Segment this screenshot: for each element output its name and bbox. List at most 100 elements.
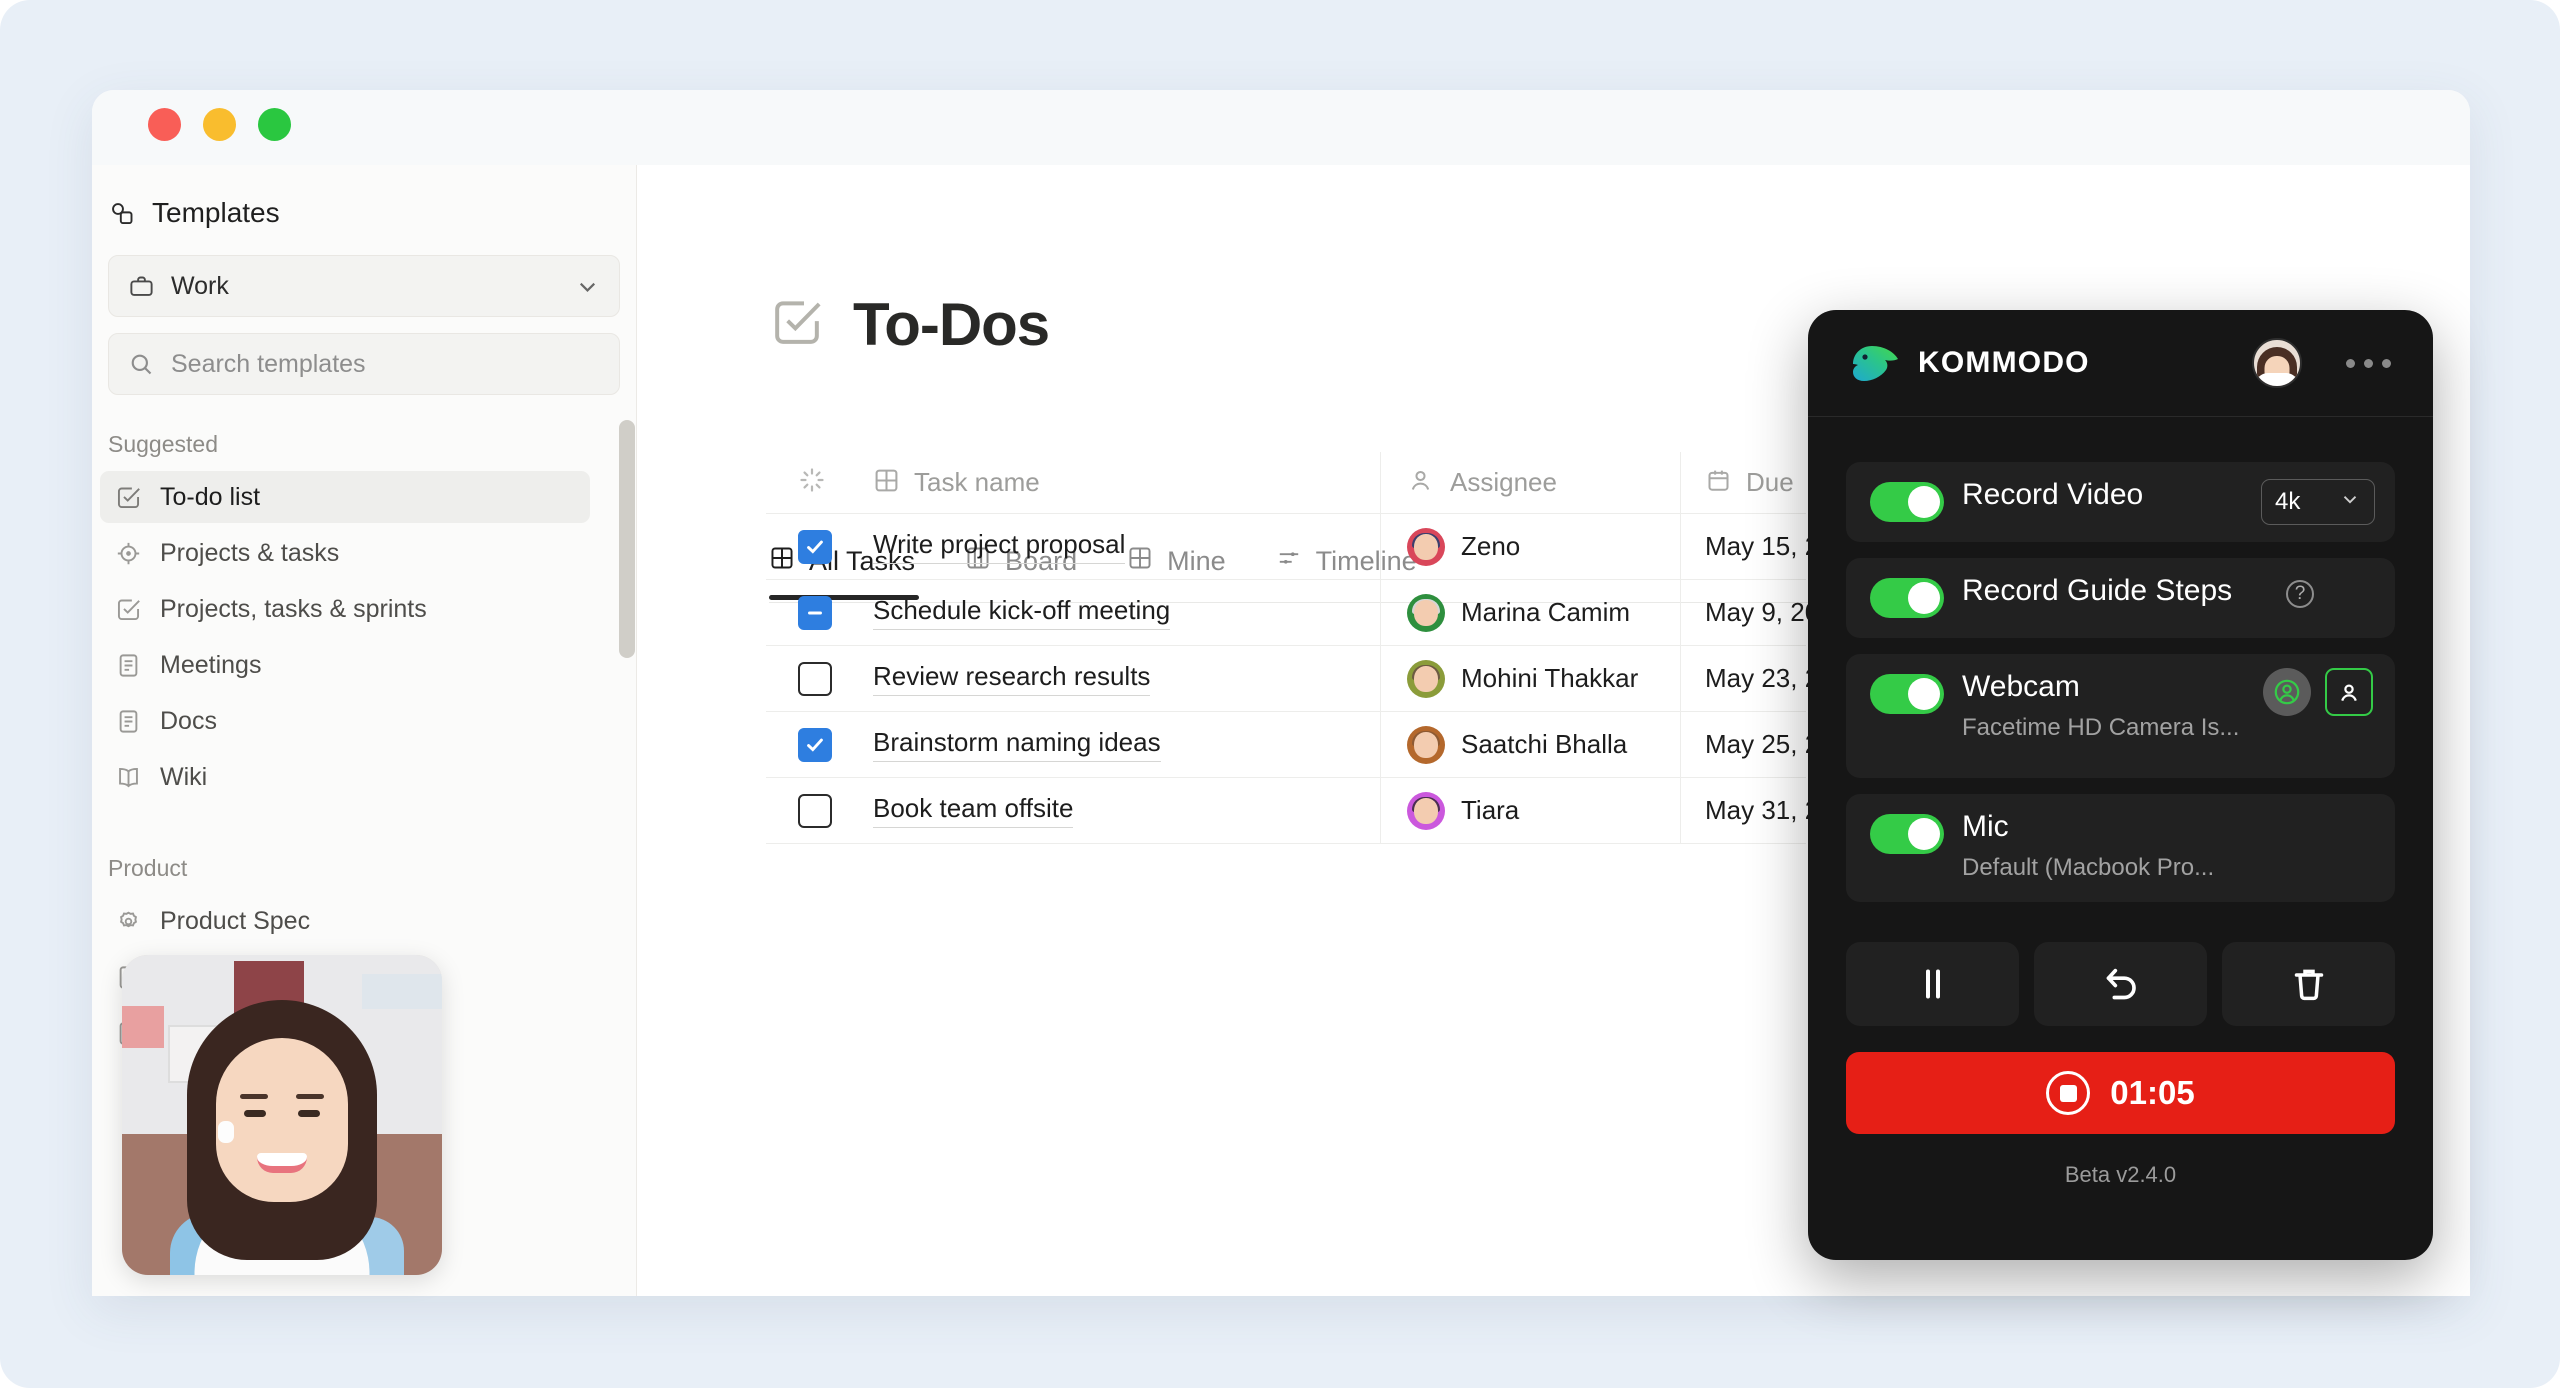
row-checkbox-cell[interactable] [766, 727, 863, 762]
sidebar-item-meetings[interactable]: Meetings [100, 639, 590, 691]
pause-button[interactable] [1846, 942, 2019, 1026]
row-checkbox-cell[interactable] [766, 661, 863, 696]
sidebar-title: Templates [108, 197, 280, 229]
sidebar-group-label-product: Product [108, 855, 188, 881]
chevron-down-icon[interactable] [573, 272, 601, 300]
person-circle-icon[interactable] [2263, 668, 2311, 716]
row-assignee-cell[interactable]: Tiara [1381, 778, 1681, 843]
row-checkbox-cell[interactable] [766, 793, 863, 828]
document-icon [114, 707, 142, 735]
row-assignee-cell[interactable]: Zeno [1381, 514, 1681, 579]
loading-spinner-icon [798, 466, 826, 499]
workspace-selector[interactable]: Work [108, 255, 620, 317]
header-label: Assignee [1450, 467, 1557, 497]
webcam-preview-bubble[interactable] [122, 955, 442, 1275]
avatar [1407, 659, 1445, 698]
search-input[interactable] [171, 349, 601, 379]
sidebar-item-label: Projects, tasks & sprints [160, 594, 427, 623]
sidebar-item-wiki[interactable]: Wiki [100, 751, 590, 803]
undo-icon [2106, 968, 2136, 1000]
table-row[interactable]: Brainstorm naming ideas Saatchi Bhalla M… [766, 712, 1863, 778]
row-task-name-cell[interactable]: Brainstorm naming ideas [863, 712, 1381, 777]
header-cell-assignee[interactable]: Assignee [1381, 452, 1681, 513]
video-quality-select[interactable]: 4k [2261, 479, 2375, 525]
row-assignee-cell[interactable]: Saatchi Bhalla [1381, 712, 1681, 777]
table-row[interactable]: Book team offsite Tiara May 31, 2023 [766, 778, 1863, 844]
window-close-button[interactable] [148, 108, 181, 141]
task-name-link[interactable]: Review research results [873, 661, 1151, 696]
grid-icon [873, 467, 900, 499]
task-name-link[interactable]: Book team offsite [873, 793, 1074, 828]
task-checkbox[interactable] [798, 529, 832, 564]
sidebar-item-to-do-list[interactable]: To-do list [100, 471, 590, 523]
header-cell-status [766, 466, 863, 499]
row-checkbox-cell[interactable] [766, 529, 863, 564]
sidebar-item-projects-tasks[interactable]: Projects & tasks [100, 527, 590, 579]
table-row[interactable]: Review research results Mohini Thakkar M… [766, 646, 1863, 712]
row-task-name-cell[interactable]: Review research results [863, 646, 1381, 711]
row-task-name-cell[interactable]: Schedule kick-off meeting [863, 580, 1381, 645]
task-checkbox[interactable] [798, 661, 832, 696]
sidebar-item-label: Product Spec [160, 906, 311, 935]
user-avatar[interactable] [2252, 338, 2302, 388]
tabs-divider [769, 602, 2339, 603]
webcam-label: Webcam [1962, 670, 2080, 703]
chevron-down-icon [2339, 488, 2361, 517]
table-row[interactable]: Schedule kick-off meeting Marina Camim M… [766, 580, 1848, 646]
recorder-header: KOMMODO [1808, 310, 2433, 417]
header-cell-task-name[interactable]: Task name [863, 452, 1381, 513]
templates-icon [108, 199, 136, 227]
avatar [1407, 527, 1445, 566]
mic-label: Mic [1962, 810, 2009, 843]
tasks-table: Task name Assignee Due [766, 452, 1863, 844]
kommodo-recorder-panel: KOMMODO Record Video 4k Record Guide Ste… [1808, 310, 2433, 1260]
row-checkbox-cell[interactable] [766, 595, 863, 630]
search-icon [127, 350, 155, 378]
window-maximize-button[interactable] [258, 108, 291, 141]
more-options-icon[interactable] [2346, 358, 2391, 368]
header-cell-due[interactable]: Due [1681, 452, 1971, 513]
help-circle-icon[interactable]: ? [2286, 580, 2314, 608]
sidebar-item-label: Meetings [160, 650, 262, 679]
sidebar-item-projects-tasks-sprints[interactable]: Projects, tasks & sprints [100, 583, 590, 635]
window-minimize-button[interactable] [203, 108, 236, 141]
undo-button[interactable] [2034, 942, 2207, 1026]
avatar [1407, 593, 1445, 632]
record-stop-button[interactable]: 01:05 [1846, 1052, 2395, 1134]
search-templates-field[interactable] [108, 333, 620, 395]
checkbox-icon [114, 595, 142, 623]
checkbox-icon [114, 483, 142, 511]
sidebar-scrollbar[interactable] [619, 420, 635, 658]
row-task-name-cell[interactable]: Book team offsite [863, 778, 1381, 843]
sidebar-item-product-spec[interactable]: Product Spec [100, 895, 590, 947]
tab-timeline[interactable]: Timeline [1254, 545, 1445, 600]
header-label: Task name [914, 467, 1040, 497]
task-name-link[interactable]: Schedule kick-off meeting [873, 595, 1171, 630]
delete-button[interactable] [2222, 942, 2395, 1026]
video-quality-value: 4k [2275, 488, 2301, 515]
webcam-toggle[interactable] [1870, 674, 1944, 714]
task-checkbox[interactable] [798, 595, 832, 630]
sidebar-item-docs[interactable]: Docs [100, 695, 590, 747]
assignee-name: Marina Camim [1461, 597, 1631, 627]
person-icon [1407, 467, 1434, 499]
record-video-toggle[interactable] [1870, 482, 1944, 522]
mic-toggle[interactable] [1870, 814, 1944, 854]
pause-icon [1925, 969, 1940, 999]
row-task-name-cell[interactable]: Write project proposal [863, 514, 1381, 579]
tab-board[interactable]: Board [943, 545, 1105, 600]
webcam-card: Webcam Facetime HD Camera Is... [1846, 654, 2395, 778]
person-square-icon[interactable] [2325, 668, 2373, 716]
table-row[interactable]: Write project proposal Zeno May 15, 2023 [766, 514, 1863, 580]
app-name: KOMMODO [1918, 346, 2090, 379]
record-guide-steps-toggle[interactable] [1870, 578, 1944, 618]
row-assignee-cell[interactable]: Marina Camim [1381, 580, 1681, 645]
task-checkbox[interactable] [798, 793, 832, 828]
tab-mine[interactable]: Mine [1105, 545, 1254, 600]
task-checkbox[interactable] [798, 727, 832, 762]
row-assignee-cell[interactable]: Mohini Thakkar [1381, 646, 1681, 711]
assignee-name: Mohini Thakkar [1461, 663, 1639, 693]
task-name-link[interactable]: Brainstorm naming ideas [873, 727, 1161, 762]
task-name-link[interactable]: Write project proposal [873, 529, 1126, 564]
